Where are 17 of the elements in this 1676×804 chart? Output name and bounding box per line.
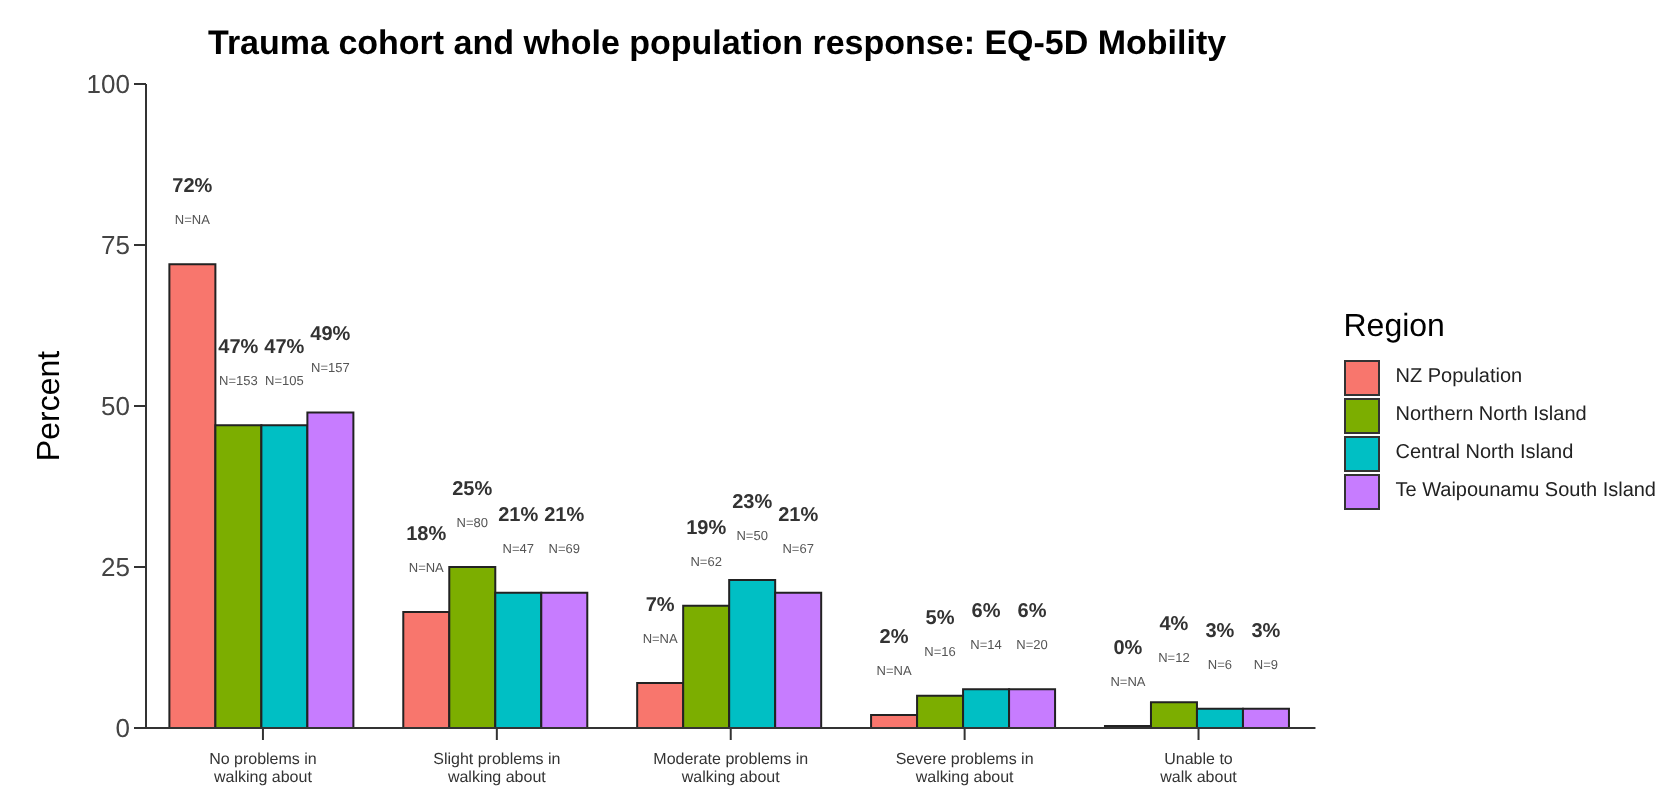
legend-label: Central North Island: [1395, 442, 1574, 464]
y-tick-label: 100: [86, 69, 130, 100]
x-tick-label: No problems in walking about: [209, 750, 317, 786]
legend-title: Region: [1343, 310, 1447, 346]
legend-label: Te Waipounamu South Island: [1395, 480, 1656, 502]
legend-label: Northern North Island: [1395, 404, 1587, 426]
y-tick-label: 75: [101, 230, 130, 261]
y-tick-label: 0: [115, 713, 130, 744]
x-tick-label: Severe problems in walking about: [895, 750, 1034, 786]
y-tick-label: 25: [101, 552, 130, 583]
y-axis-title: Percent: [33, 349, 68, 462]
y-tick-label: 50: [101, 391, 130, 422]
chart-title: Trauma cohort and whole population response: EQ-5D Mobility: [208, 24, 1227, 64]
legend-label: NZ Population: [1395, 366, 1523, 388]
x-tick-label: Unable to walk about: [1158, 750, 1239, 786]
x-tick-label: Moderate problems in walking about: [653, 750, 809, 786]
x-tick-label: Slight problems in walking about: [433, 750, 561, 786]
